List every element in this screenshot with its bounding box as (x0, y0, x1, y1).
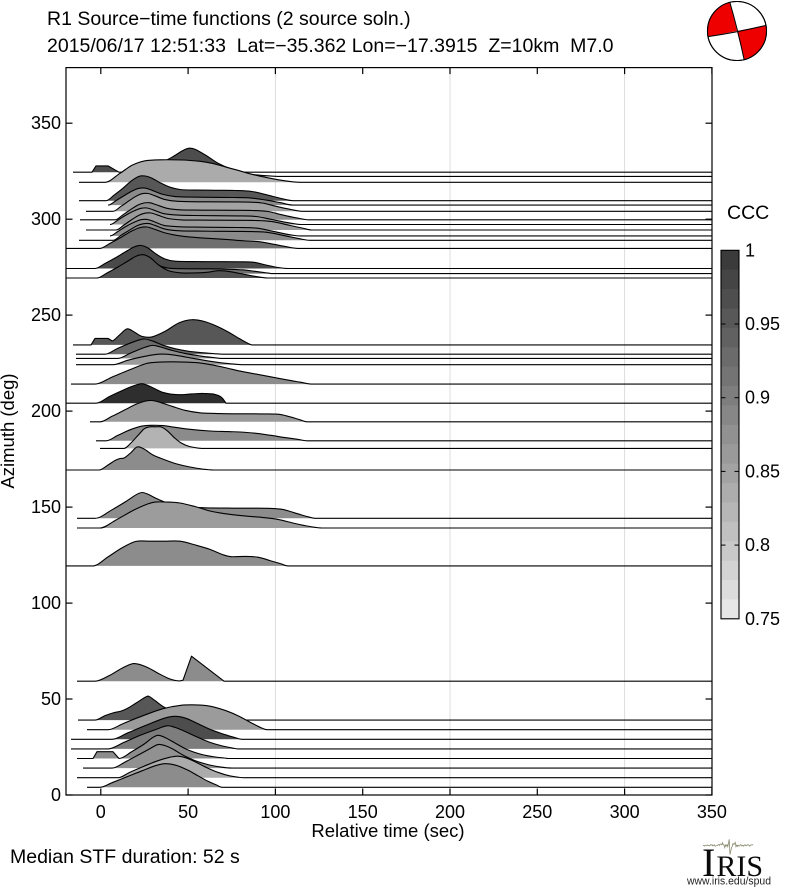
svg-text:150: 150 (348, 802, 378, 822)
svg-text:50: 50 (41, 689, 61, 709)
svg-text:200: 200 (31, 401, 61, 421)
svg-text:0: 0 (51, 785, 61, 805)
svg-text:0.9: 0.9 (745, 388, 770, 408)
svg-text:100: 100 (260, 802, 290, 822)
svg-text:www.iris.edu/spud: www.iris.edu/spud (686, 876, 771, 888)
svg-text:1: 1 (745, 240, 755, 260)
svg-text:CCC: CCC (727, 202, 769, 224)
svg-text:2015/06/17 12:51:33 Lat=−35.3: 2015/06/17 12:51:33 Lat=−35.362 Lon=−17.… (47, 35, 614, 57)
svg-text:250: 250 (522, 802, 552, 822)
svg-text:Relative time (sec): Relative time (sec) (311, 820, 464, 841)
svg-text:IRIS: IRIS (702, 840, 763, 885)
svg-text:250: 250 (31, 305, 61, 325)
svg-text:R1 Source−time functions (2 so: R1 Source−time functions (2 source soln.… (47, 8, 411, 30)
svg-text:Median STF duration: 52 s: Median STF duration: 52 s (10, 846, 240, 868)
svg-text:350: 350 (697, 802, 727, 822)
svg-text:0.8: 0.8 (745, 535, 770, 555)
svg-text:0.95: 0.95 (745, 314, 780, 334)
svg-text:50: 50 (178, 802, 198, 822)
svg-text:0: 0 (96, 802, 106, 822)
svg-text:300: 300 (610, 802, 640, 822)
svg-text:0.85: 0.85 (745, 461, 780, 481)
svg-text:350: 350 (31, 113, 61, 133)
svg-text:200: 200 (435, 802, 465, 822)
svg-text:300: 300 (31, 209, 61, 229)
svg-text:Azimuth (deg): Azimuth (deg) (0, 373, 18, 488)
svg-text:100: 100 (31, 593, 61, 613)
svg-text:150: 150 (31, 497, 61, 517)
svg-text:0.75: 0.75 (745, 609, 780, 629)
